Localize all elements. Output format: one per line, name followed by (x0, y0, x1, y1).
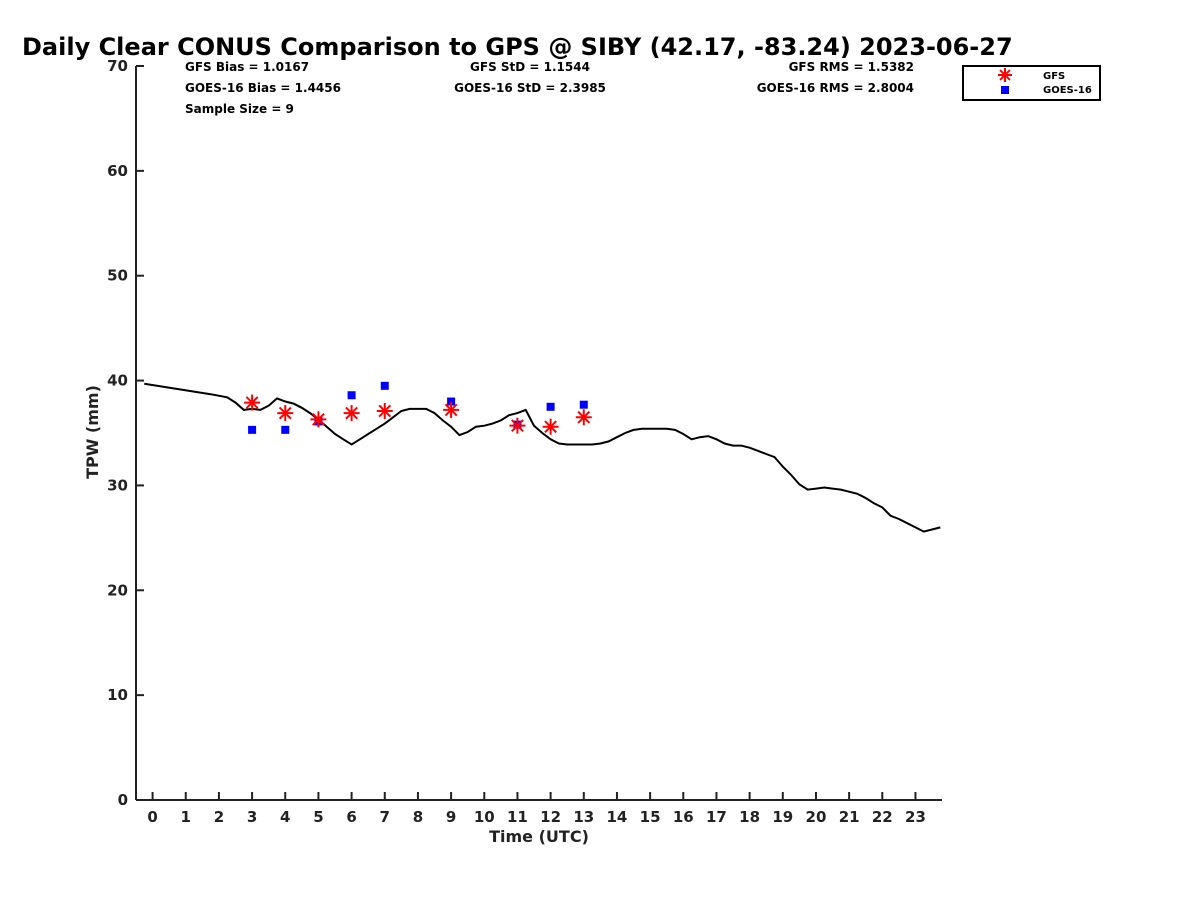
y-tick-label: 0 (118, 791, 128, 809)
x-tick-label: 12 (540, 808, 561, 826)
x-tick-label: 20 (806, 808, 827, 826)
stats-annotations: GFS Bias = 1.0167 GOES-16 Bias = 1.4456 … (185, 60, 914, 116)
legend-gfs-marker (998, 68, 1012, 82)
y-tick-label: 70 (107, 57, 128, 75)
legend-entry-goes-16: GOES-16 (1043, 85, 1092, 96)
y-ticks: 0 10 20 30 40 50 60 70 (107, 57, 144, 809)
x-tick-label: 23 (905, 808, 926, 826)
x-tick-label: 19 (772, 808, 793, 826)
gfs-point (509, 417, 526, 434)
legend: GFS GOES-16 (962, 65, 1101, 101)
legend-entry-gfs: GFS (1043, 71, 1065, 82)
gfs-point (310, 411, 327, 428)
gfs-point (277, 405, 294, 422)
goes-16-point (347, 391, 356, 400)
x-tick-label: 11 (507, 808, 528, 826)
gfs-point (443, 401, 460, 418)
goes-16-point (248, 425, 257, 434)
gps-series-line (144, 382, 941, 533)
x-tick-label: 21 (839, 808, 860, 826)
legend-gfs-asterisk (998, 68, 1012, 82)
x-tick-label: 16 (673, 808, 694, 826)
x-tick-label: 13 (573, 808, 594, 826)
x-tick-label: 7 (380, 808, 390, 826)
x-tick-label: 2 (214, 808, 224, 826)
x-tick-label: 6 (346, 808, 356, 826)
legend-goes-marker (1001, 86, 1009, 94)
x-tick-label: 0 (147, 808, 157, 826)
gfs-point (244, 394, 261, 411)
gfs-std-text: GFS StD = 1.1544 (470, 60, 590, 74)
gfs-bias-text: GFS Bias = 1.0167 (185, 60, 309, 74)
y-tick-label: 50 (107, 267, 128, 285)
chart-title: Daily Clear CONUS Comparison to GPS @ SI… (22, 33, 1013, 61)
x-tick-label: 4 (280, 808, 290, 826)
y-tick-label: 20 (107, 581, 128, 599)
y-axis-label: TPW (mm) (83, 385, 102, 479)
goes-16-point (380, 381, 389, 390)
x-tick-label: 14 (607, 808, 628, 826)
goes-16-point (546, 402, 555, 411)
goes-std-text: GOES-16 StD = 2.3985 (454, 81, 606, 95)
x-ticks: 0 1 2 3 4 5 6 7 8 9 10 11 12 13 14 15 16 17 18 19 20 21 22 23 (147, 792, 926, 826)
goes-16-point (447, 397, 456, 406)
goes-rms-text: GOES-16 RMS = 2.8004 (757, 81, 914, 95)
x-tick-label: 9 (446, 808, 456, 826)
goes-bias-text: GOES-16 Bias = 1.4456 (185, 81, 341, 95)
y-tick-label: 10 (107, 686, 128, 704)
x-tick-label: 1 (181, 808, 191, 826)
x-tick-label: 3 (247, 808, 257, 826)
x-tick-label: 18 (739, 808, 760, 826)
y-tick-label: 40 (107, 372, 128, 390)
x-tick-label: 17 (706, 808, 727, 826)
goes-16-point (281, 425, 290, 434)
x-tick-label: 22 (872, 808, 893, 826)
gfs-point (343, 405, 360, 422)
x-tick-label: 8 (413, 808, 423, 826)
gfs-rms-text: GFS RMS = 1.5382 (789, 60, 914, 74)
y-tick-label: 30 (107, 476, 128, 494)
gfs-point (542, 418, 559, 435)
x-tick-label: 10 (474, 808, 495, 826)
gfs-point (376, 402, 393, 419)
x-tick-label: 5 (313, 808, 323, 826)
gfs-point (575, 409, 592, 426)
y-tick-label: 60 (107, 162, 128, 180)
series-layer (144, 381, 941, 533)
goes-16-point (579, 400, 588, 409)
x-axis-label: Time (UTC) (489, 827, 589, 846)
sample-size-text: Sample Size = 9 (185, 102, 294, 116)
legend-box (962, 65, 1101, 101)
x-tick-label: 15 (640, 808, 661, 826)
